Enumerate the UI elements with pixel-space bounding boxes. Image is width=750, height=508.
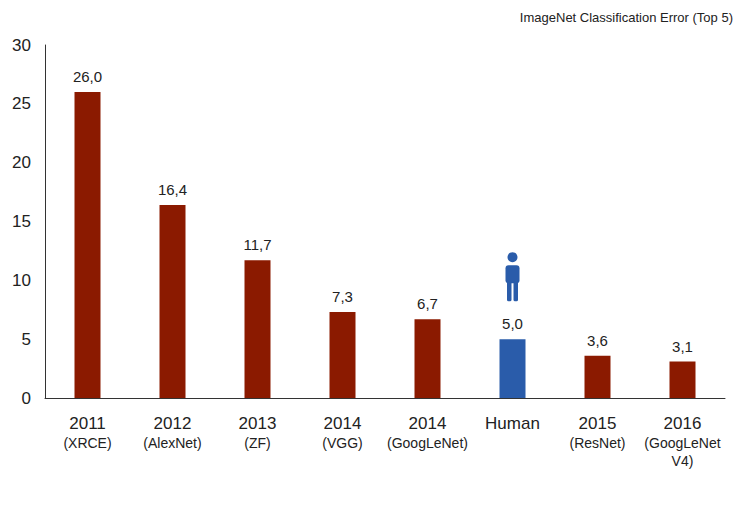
svg-text:ImageNet Classification Error: ImageNet Classification Error (Top 5)	[520, 10, 733, 25]
svg-text:5: 5	[22, 330, 31, 349]
svg-text:3,1: 3,1	[672, 338, 693, 355]
svg-text:(GoogLeNet): (GoogLeNet)	[387, 435, 468, 451]
svg-text:(AlexNet): (AlexNet)	[143, 435, 201, 451]
svg-text:(GoogLeNet: (GoogLeNet	[644, 435, 720, 451]
svg-text:6,7: 6,7	[417, 295, 438, 312]
svg-text:(ZF): (ZF)	[244, 435, 270, 451]
svg-text:7,3: 7,3	[332, 288, 353, 305]
svg-text:30: 30	[12, 36, 31, 55]
svg-text:2015: 2015	[579, 414, 617, 433]
svg-text:25: 25	[12, 94, 31, 113]
svg-text:(ResNet): (ResNet)	[569, 435, 625, 451]
svg-text:3,6: 3,6	[587, 332, 608, 349]
svg-text:2014: 2014	[409, 414, 447, 433]
svg-text:2012: 2012	[154, 414, 192, 433]
svg-text:26,0: 26,0	[73, 68, 102, 85]
svg-text:0: 0	[22, 389, 31, 408]
svg-text:10: 10	[12, 271, 31, 290]
svg-text:5,0: 5,0	[502, 315, 523, 332]
svg-text:2013: 2013	[239, 414, 277, 433]
svg-text:(XRCE): (XRCE)	[63, 435, 111, 451]
svg-text:(VGG): (VGG)	[322, 435, 362, 451]
svg-text:V4): V4)	[672, 453, 694, 469]
svg-text:16,4: 16,4	[158, 181, 187, 198]
svg-text:2016: 2016	[664, 414, 702, 433]
svg-text:Human: Human	[485, 414, 540, 433]
svg-text:11,7: 11,7	[243, 236, 271, 253]
svg-text:2014: 2014	[324, 414, 362, 433]
svg-text:2011: 2011	[69, 414, 106, 433]
svg-text:20: 20	[12, 153, 31, 172]
svg-text:15: 15	[12, 212, 31, 231]
